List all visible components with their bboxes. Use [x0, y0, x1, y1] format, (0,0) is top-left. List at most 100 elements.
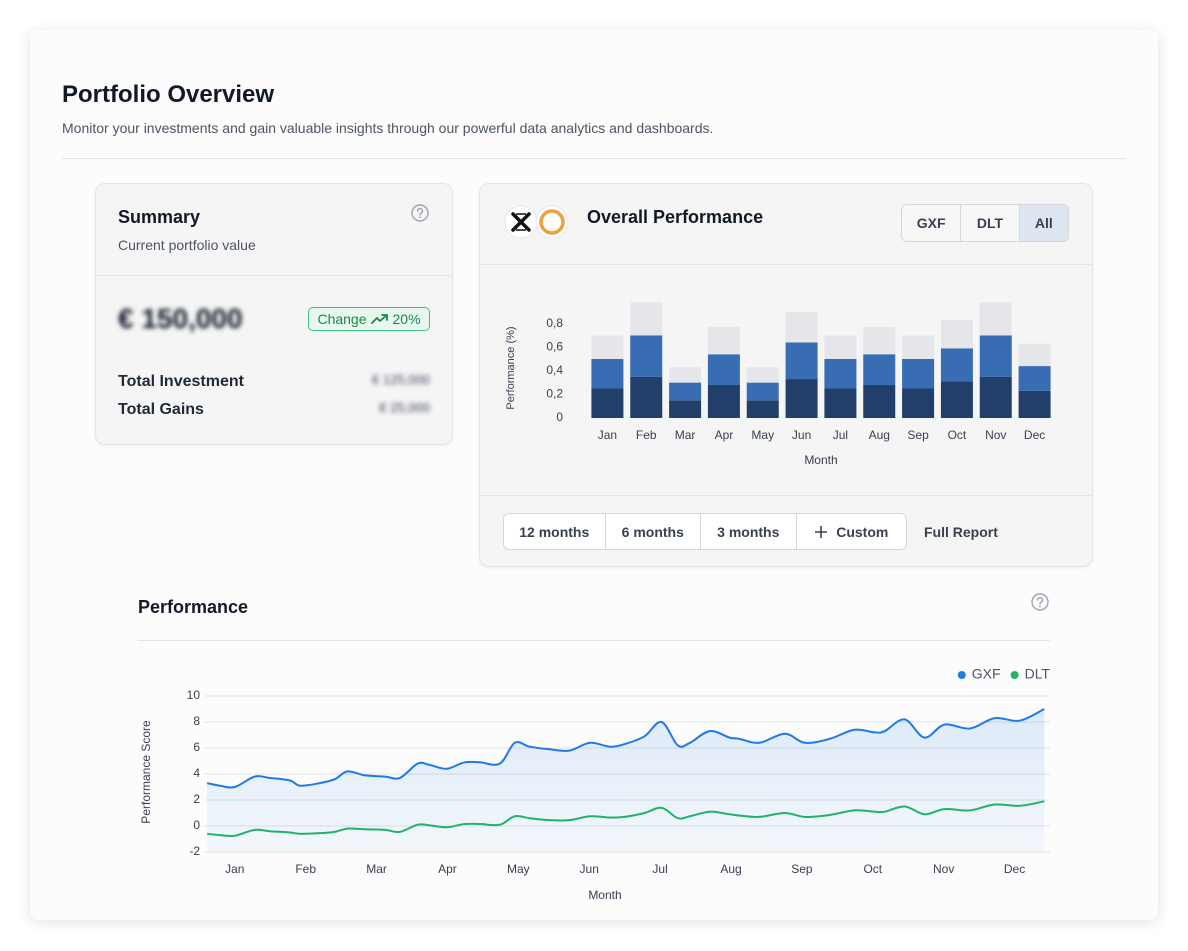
bar-segment	[940, 348, 973, 382]
bar-segment	[707, 327, 740, 355]
y-tick-label: 0,2	[546, 387, 563, 401]
x-tick-label: Apr	[715, 428, 734, 442]
trend-icon	[370, 314, 388, 324]
x-tick-label: Jun	[792, 428, 811, 442]
x-tick-label: Oct	[863, 862, 882, 876]
bar-segment	[669, 400, 702, 418]
x-tick-label: Sep	[791, 862, 813, 876]
bar-segment	[940, 381, 973, 418]
bar-segment	[902, 359, 935, 389]
bar-segment	[863, 354, 896, 385]
change-badge: Change 20%	[308, 307, 430, 331]
range-label: 12 months	[519, 523, 590, 540]
toggle-button[interactable]: All	[1019, 205, 1068, 241]
x-tick-label: Jul	[833, 428, 848, 442]
x-tick-label: Mar	[366, 862, 387, 876]
bar-segment	[979, 302, 1012, 336]
bar-chart: 0 0,2 0,4 0,6 0,8 Jan Feb Mar Apr May Jun Jul Aug Sep…	[505, 302, 1051, 467]
x-tick-label: Dec	[1024, 428, 1045, 442]
x-tick-label: Sep	[907, 428, 929, 442]
summary-title: Summary	[118, 207, 201, 227]
bar-segment	[785, 311, 818, 343]
bar-segment	[669, 382, 702, 401]
y-tick-label: -2	[189, 844, 200, 858]
bar-segment	[630, 302, 663, 336]
divider	[480, 264, 1092, 265]
bar-segment	[785, 379, 818, 418]
bar-segment	[630, 335, 663, 377]
range-label: 6 months	[621, 523, 684, 540]
line-chart: -2 0 2 4 6 8 10 Jan Feb Mar Apr May Jun Jul Aug Sep Oct N…	[139, 666, 1051, 902]
row-value: € 25,000	[379, 400, 430, 415]
x-axis-label: Month	[804, 453, 837, 467]
legend-label: DLT	[1025, 666, 1051, 682]
y-tick-label: 0,8	[546, 316, 563, 330]
bar-segment	[669, 367, 702, 383]
bar-segment	[824, 359, 857, 389]
bar-segment	[1018, 390, 1051, 418]
bar-segment	[591, 359, 624, 389]
range-label: 3 months	[717, 523, 780, 540]
bar-segment	[630, 376, 663, 418]
portfolio-value: € 150,000	[118, 303, 243, 334]
y-axis-label: Performance Score	[139, 720, 153, 824]
range-group: 12 months 6 months 3 months Custom	[503, 513, 907, 550]
bar-segment	[746, 382, 779, 401]
x-tick-label: Jan	[225, 862, 244, 876]
bar-segment	[707, 384, 740, 418]
range-button[interactable]: 6 months	[606, 514, 702, 549]
bar-segment	[979, 335, 1012, 377]
bar-segment	[1018, 343, 1051, 367]
area-fill	[207, 709, 1045, 852]
bar-segment	[746, 400, 779, 418]
x-tick-label: Oct	[948, 428, 967, 442]
x-tick-label: Dec	[1004, 862, 1025, 876]
logos	[504, 205, 569, 239]
bar-segment	[863, 384, 896, 418]
help-icon[interactable]	[1030, 592, 1050, 612]
x-tick-label: Jul	[652, 862, 667, 876]
y-tick-label: 0	[193, 818, 200, 832]
x-axis-label: Month	[588, 888, 621, 902]
summary-subtitle: Current portfolio value	[118, 237, 256, 253]
y-axis-label: Performance (%)	[505, 326, 517, 409]
divider	[480, 495, 1092, 496]
x-tick-label: Apr	[438, 862, 457, 876]
y-tick-label: 0,4	[546, 363, 563, 377]
toggle-button[interactable]: GXF	[902, 205, 962, 241]
y-tick-label: 6	[193, 740, 200, 754]
bar-segment	[902, 388, 935, 418]
chart-title: Overall Performance	[587, 207, 764, 227]
bar-segment	[591, 388, 624, 418]
bar-segment	[1018, 366, 1051, 391]
range-button[interactable]: Custom	[797, 514, 906, 549]
x-tick-label: Mar	[675, 428, 696, 442]
y-tick-label: 4	[193, 766, 200, 780]
page-title: Portfolio Overview	[62, 81, 275, 108]
x-tick-label: Feb	[295, 862, 316, 876]
help-icon[interactable]	[410, 203, 430, 223]
y-tick-label: 8	[193, 714, 200, 728]
legend-label: GXF	[972, 666, 1001, 682]
line	[206, 708, 1045, 789]
bar-segment	[746, 367, 779, 383]
bar-segment	[902, 335, 935, 359]
bar-segment	[591, 335, 624, 359]
range-button[interactable]: 12 months	[504, 514, 606, 549]
divider	[138, 640, 1050, 641]
toggle-group: GXF DLT All	[901, 204, 1069, 242]
change-value: 20%	[392, 311, 421, 327]
range-button[interactable]: 3 months	[701, 514, 797, 549]
toggle-button[interactable]: DLT	[961, 205, 1020, 241]
x-tick-label: Jun	[580, 862, 599, 876]
change-label: Change	[317, 311, 367, 327]
page-subtitle: Monitor your investments and gain valuab…	[62, 120, 714, 136]
bar-segment	[785, 342, 818, 380]
x-tick-label: Jan	[598, 428, 617, 442]
legend-swatch	[957, 671, 966, 679]
y-tick-label: 0,6	[546, 339, 563, 353]
full-report-link[interactable]: Full Report	[924, 524, 998, 540]
divider	[62, 158, 1126, 159]
row-value: € 125,000	[372, 372, 430, 387]
